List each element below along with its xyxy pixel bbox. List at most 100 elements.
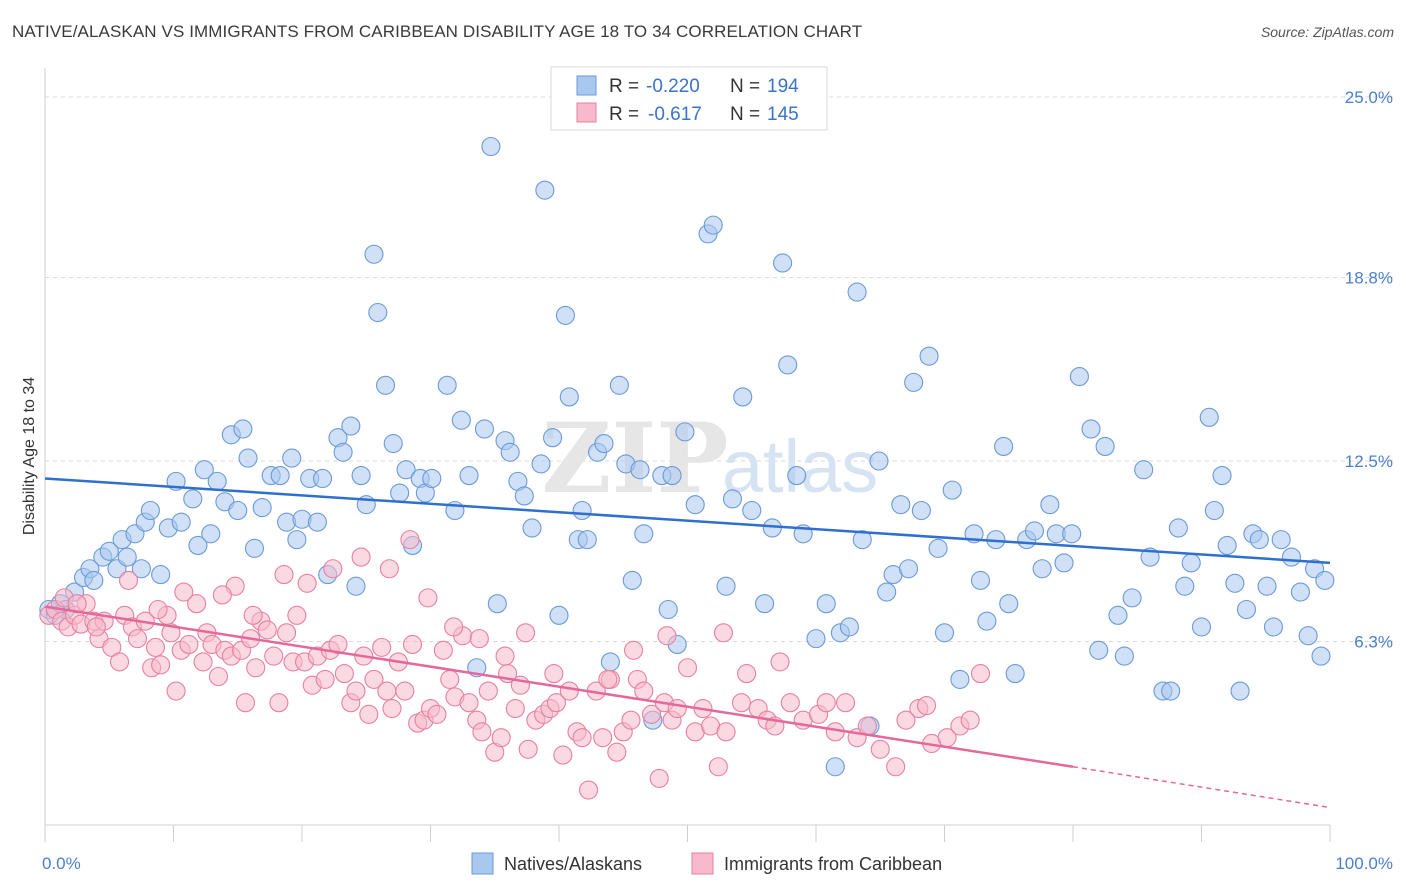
natives-point-153: [1168, 518, 1188, 538]
caribbean-point-64: [427, 704, 447, 724]
caribbean-point-96: [641, 704, 662, 724]
caribbean-point-135: [297, 573, 317, 593]
natives-point-142: [1069, 367, 1089, 387]
natives-point-97: [703, 215, 723, 235]
natives-trend-line: [44, 477, 1331, 565]
caribbean-point-71: [472, 722, 492, 742]
caribbean-point-11: [109, 652, 130, 672]
caribbean-point-40: [277, 623, 297, 643]
caribbean-point-118: [870, 739, 890, 759]
caribbean-point-101: [677, 658, 698, 678]
caribbean-point-24: [187, 594, 207, 614]
caribbean-point-59: [395, 681, 415, 701]
natives-point-66: [487, 594, 507, 614]
natives-point-103: [762, 518, 782, 538]
caribbean-point-147: [623, 640, 644, 660]
caribbean-point-56: [377, 681, 397, 701]
caribbean-point-143: [495, 646, 515, 666]
natives-point-95: [685, 495, 705, 515]
natives-point-174: [1315, 570, 1335, 590]
natives-point-138: [1040, 495, 1060, 515]
natives-point-59: [437, 375, 457, 395]
natives-point-126: [942, 480, 962, 500]
natives-point-16: [140, 500, 160, 521]
caribbean-point-150: [737, 664, 757, 684]
natives-point-145: [1095, 436, 1115, 456]
natives-point-155: [1181, 553, 1201, 573]
caribbean-point-33: [235, 693, 256, 713]
caribbean-point-141: [444, 617, 464, 637]
caribbean-point-131: [174, 582, 194, 602]
natives-point-40: [307, 512, 327, 532]
natives-point-83: [600, 652, 620, 672]
caribbean-point-128: [86, 617, 106, 637]
natives-point-161: [1225, 573, 1245, 593]
natives-point-29: [233, 419, 253, 439]
natives-point-160: [1217, 535, 1237, 555]
natives-point-62: [459, 466, 479, 486]
natives-point-124: [928, 538, 948, 558]
caribbean-point-83: [553, 745, 573, 765]
natives-point-119: [891, 495, 911, 515]
natives-point-108: [806, 629, 826, 649]
natives-point-68: [500, 442, 520, 462]
legend-n-value-2: 145: [767, 104, 799, 125]
natives-point-129: [970, 570, 991, 590]
caribbean-point-17: [145, 637, 166, 657]
natives-point-76: [555, 305, 575, 325]
caribbean-point-146: [598, 669, 618, 689]
caribbean-point-93: [621, 710, 641, 730]
y-tick-label-0: 6.3%: [1354, 633, 1393, 652]
caribbean-point-153: [916, 696, 937, 716]
bottom-legend-swatch-pink: [691, 852, 714, 875]
bottom-legend-label-natives: Natives/Alaskans: [504, 854, 642, 874]
y-tick-label-1: 12.5%: [1345, 452, 1393, 471]
caribbean-point-125: [960, 710, 980, 730]
caribbean-point-115: [836, 693, 856, 713]
caribbean-point-107: [731, 693, 752, 713]
caribbean-point-152: [816, 693, 836, 713]
natives-point-113: [847, 282, 867, 302]
natives-point-86: [622, 570, 642, 590]
caribbean-point-132: [212, 585, 232, 605]
natives-point-148: [1122, 588, 1142, 608]
caribbean-point-78: [518, 739, 538, 759]
legend-r-label-1: R =: [609, 76, 639, 97]
legend-n-value-1: 194: [767, 76, 799, 97]
natives-point-87: [630, 460, 650, 480]
natives-point-157: [1199, 407, 1219, 427]
trend-lines: [44, 477, 1331, 809]
natives-point-54: [396, 460, 416, 480]
caribbean-point-148: [657, 626, 677, 646]
natives-point-84: [609, 375, 629, 395]
legend-r-label-2: R =: [609, 104, 639, 125]
natives-point-14: [131, 559, 151, 579]
natives-point-25: [207, 471, 227, 491]
legend-box: [550, 66, 828, 131]
watermark-atlas: atlas: [722, 425, 878, 508]
caribbean-point-111: [780, 693, 800, 713]
legend-swatch-pink: [576, 102, 597, 123]
caribbean-point-53: [359, 704, 379, 724]
caribbean-point-49: [334, 664, 354, 684]
caribbean-trend-line: [44, 605, 1074, 768]
caribbean-point-42: [287, 605, 307, 625]
natives-point-109: [816, 594, 836, 614]
natives-point-167: [1263, 617, 1284, 637]
natives-point-171: [1298, 626, 1318, 646]
natives-point-28: [228, 500, 248, 521]
caribbean-point-74: [491, 728, 511, 748]
caribbean-point-23: [179, 634, 199, 655]
caribbean-point-151: [770, 652, 790, 672]
legend: R = -0.220 N = 194 R = -0.617 N = 145: [550, 66, 828, 131]
natives-point-12: [117, 547, 137, 567]
caribbean-point-100: [667, 698, 687, 719]
caribbean-point-51: [346, 681, 366, 701]
natives-point-133: [999, 594, 1019, 614]
natives-point-9: [99, 541, 119, 561]
y-tick-label-2: 18.8%: [1345, 269, 1393, 288]
natives-point-38: [292, 509, 312, 529]
caribbean-point-133: [243, 605, 263, 625]
natives-point-23: [194, 460, 214, 480]
